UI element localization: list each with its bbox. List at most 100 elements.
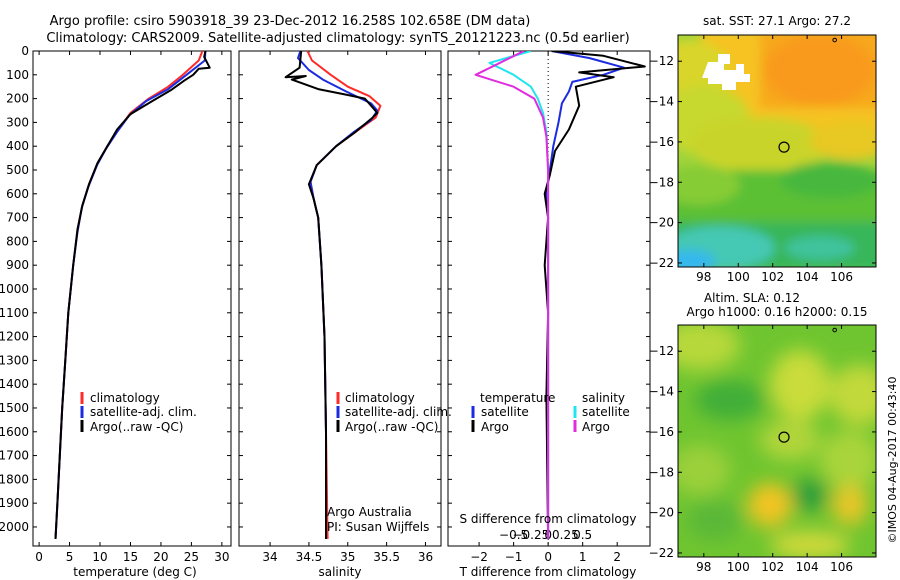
lon-tick-label: 106 [830, 270, 853, 284]
legend-climatology-label: climatology [345, 391, 415, 405]
figure-title-line1: Argo profile: csiro 5903918_39 23-Dec-20… [50, 14, 531, 29]
lon-tick-label: 98 [696, 270, 711, 284]
difference-panel: −2 −1 0 1 2 −0.5−0.25 00.250.5 temperature sa… [447, 50, 651, 579]
sst-map-ticks: 98 100 102 104 106 −12 −14 −16 −18 −20 −22 [649, 35, 876, 284]
temperature-legend: climatology satellite-adj. clim. Argo(..… [80, 391, 197, 434]
x-tick-label: 34 [262, 550, 277, 564]
lat-tick-label: −18 [649, 175, 674, 189]
depth-tick-label: 800 [6, 234, 29, 248]
temperature-axes-frame [32, 50, 232, 547]
depth-tick-label: 300 [6, 115, 29, 129]
x-tick-label: −2 [470, 550, 488, 564]
lat-tick-label: −16 [649, 135, 674, 149]
x-tick-label: 30 [214, 550, 229, 564]
x-tick-label: 35 [340, 550, 355, 564]
difference-depth-ticks [448, 50, 650, 528]
legend-t-argo-label: Argo [481, 420, 509, 434]
x-tick-label: 10 [92, 550, 107, 564]
depth-tick-label: 700 [6, 211, 29, 225]
lat-tick-label: −16 [649, 425, 674, 439]
salinity-panel: 34 34.5 35 35.5 36 salinity climatology sate… [238, 50, 452, 579]
depth-tick-label: 400 [6, 139, 29, 153]
x-tick-label: 20 [153, 550, 168, 564]
lon-tick-label: 100 [727, 560, 750, 574]
series-line-argo-raw-qc- [54, 51, 211, 539]
legend-s-argo-label: Argo [582, 420, 610, 434]
lat-tick-label: −12 [649, 54, 674, 68]
lon-tick-label: 98 [696, 560, 711, 574]
legend-argo-label: Argo(..raw -QC) [345, 420, 438, 434]
x-tick-label: 15 [123, 550, 138, 564]
depth-tick-label: 200 [6, 92, 29, 106]
legend-salinity-title: salinity [582, 391, 625, 405]
x-tick-label: 0 [35, 550, 43, 564]
sst-map-field [678, 35, 876, 267]
salinity-axes-frame [238, 50, 442, 547]
argo-float-marker [778, 431, 790, 443]
series-line-t-satellite [545, 51, 626, 539]
series-line-satellite-adj-clim- [54, 51, 207, 539]
lat-tick-label: −18 [649, 465, 674, 479]
argo-float-marker [778, 141, 790, 153]
sla-map-frame [677, 324, 877, 558]
x-tick-label: 36 [418, 550, 433, 564]
legend-s-satellite-label: satellite [582, 405, 630, 419]
depth-tick-label: 100 [6, 68, 29, 82]
depth-tick-label: 600 [6, 187, 29, 201]
lat-tick-label: −20 [649, 216, 674, 230]
x-tick-label: 0 [544, 550, 552, 564]
lat-tick-label: −14 [649, 95, 674, 109]
depth-tick-label: 1800 [0, 472, 29, 486]
temperature-xlabel: temperature (deg C) [73, 565, 196, 579]
depth-tick-label: 1900 [0, 496, 29, 510]
temperature-lines [54, 51, 211, 539]
sla-map-field [678, 325, 876, 557]
legend-t-satellite-label: satellite [481, 405, 529, 419]
lon-tick-label: 102 [761, 270, 784, 284]
sst-map-panel: sat. SST: 27.1 Argo: 27.2 [649, 14, 877, 284]
pi-annotation-line1: Argo Australia [327, 505, 412, 519]
series-line-climatology [306, 51, 382, 539]
pi-annotation-line2: PI: Susan Wijffels [327, 520, 429, 534]
salinity-difference-ticks: −0.5−0.2500.250.5 [499, 528, 592, 542]
series-line-argo-raw-qc- [284, 51, 379, 539]
sst-missing-data-patch [702, 54, 750, 90]
series-line-s-argo [474, 51, 550, 539]
s-difference-label: S difference from climatology [460, 512, 637, 526]
salinity-legend: climatology satellite-adj. clim. Argo(..… [336, 391, 452, 434]
salinity-ticks: 34 34.5 35 35.5 36 [262, 51, 433, 564]
depth-tick-label: 1400 [0, 377, 29, 391]
lat-tick-label: −20 [649, 506, 674, 520]
x-tick-label: 2 [613, 550, 621, 564]
s-tick-label: −0.5 [499, 528, 528, 542]
lat-tick-label: −12 [649, 344, 674, 358]
depth-tick-label: 1500 [0, 401, 29, 415]
temperature-ticks: 0 5 10 15 20 25 30 [35, 51, 230, 564]
x-tick-label: 1 [579, 550, 587, 564]
depth-ticks: 0 100 200 300 400 500 600 700 800 900 1000 1100 1200… [0, 44, 231, 534]
salinity-xlabel: salinity [318, 565, 361, 579]
s-tick-label: 0.25 [552, 528, 579, 542]
legend-satellite-label: satellite-adj. clim. [90, 405, 197, 419]
depth-tick-label: 1100 [0, 306, 29, 320]
series-line-climatology [54, 51, 204, 539]
depth-tick-label: 0 [21, 44, 29, 58]
lon-tick-label: 100 [727, 270, 750, 284]
lon-tick-label: 106 [830, 560, 853, 574]
imos-timestamp: ©IMOS 04-Aug-2017 00:43:40 [886, 377, 899, 544]
sla-map-title-line1: Altim. SLA: 0.12 [704, 291, 800, 305]
figure-title-line2: Climatology: CARS2009. Satellite-adjuste… [46, 31, 629, 46]
lat-tick-label: −14 [649, 385, 674, 399]
salinity-lines [284, 51, 382, 539]
lat-tick-label: −22 [649, 546, 674, 560]
series-line-s-satellite [488, 51, 550, 539]
sst-map-title: sat. SST: 27.1 Argo: 27.2 [703, 14, 851, 28]
x-tick-label: 25 [184, 550, 199, 564]
depth-tick-label: 900 [6, 258, 29, 272]
depth-tick-label: 2000 [0, 520, 29, 534]
sla-map-panel: Altim. SLA: 0.12 Argo h1000: 0.16 h2000:… [649, 291, 877, 574]
x-tick-label: 34.5 [296, 550, 323, 564]
difference-ticks: −2 −1 0 1 2 [470, 51, 621, 564]
difference-lines [474, 51, 646, 539]
